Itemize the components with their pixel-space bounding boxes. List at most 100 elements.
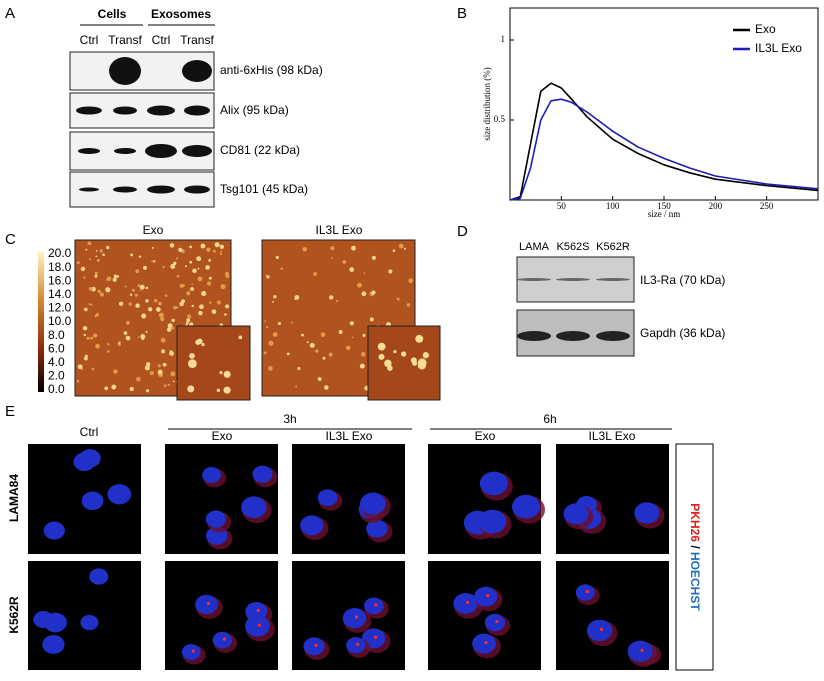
particle [84, 307, 88, 312]
particle [111, 384, 117, 390]
scale-label: 8.0 [48, 328, 65, 342]
nucleus [346, 637, 366, 654]
scale-label: 10.0 [48, 314, 72, 328]
particle [272, 332, 278, 337]
nucleus [478, 509, 507, 534]
x-tick-label: 100 [606, 201, 620, 211]
column-title: Exo [212, 429, 233, 443]
particle [161, 349, 166, 354]
blot-label: Alix (95 kDa) [220, 103, 289, 117]
lane-label: Ctrl [152, 33, 171, 47]
particle [95, 343, 101, 349]
nucleus [366, 519, 388, 538]
particle [145, 299, 149, 303]
scale-label: 16.0 [48, 273, 72, 287]
particle [188, 360, 196, 368]
particle [199, 304, 204, 310]
particle [160, 337, 166, 343]
particle [173, 305, 177, 310]
particle [157, 369, 163, 375]
particle [338, 330, 343, 334]
particle [197, 276, 203, 282]
particle [170, 264, 176, 269]
panel-label: A [5, 5, 15, 22]
particle [88, 286, 93, 291]
particle [200, 243, 206, 249]
nucleus [73, 452, 96, 472]
scale-label: 14.0 [48, 287, 72, 301]
particle [76, 261, 80, 265]
particle [356, 282, 362, 288]
particle [105, 287, 111, 293]
color-bar [38, 252, 44, 392]
particle [422, 352, 429, 359]
particle [181, 283, 185, 288]
particle [324, 385, 329, 390]
nucleus [563, 503, 589, 525]
red-dot [222, 637, 227, 641]
afm-images: 20.0 nm18.016.014.012.010.08.06.04.02.00… [38, 239, 441, 401]
particle [220, 250, 223, 253]
particle [129, 293, 133, 296]
particle [169, 350, 172, 353]
lane-label: Ctrl [80, 33, 99, 47]
particle [87, 241, 92, 246]
particle [170, 326, 175, 330]
particle [147, 307, 153, 312]
band [109, 57, 141, 85]
particle [94, 271, 98, 276]
particle [349, 321, 354, 326]
lane-label: K562R [596, 241, 630, 253]
particle [187, 385, 195, 393]
particle [212, 249, 216, 253]
particle [95, 255, 98, 258]
red-dot [465, 600, 470, 605]
red-dot [495, 619, 499, 624]
nucleus [360, 492, 386, 515]
particle [378, 353, 385, 360]
particle [187, 314, 192, 319]
particle [176, 257, 179, 260]
column-title: IL3L Exo [326, 429, 373, 443]
particle [406, 303, 411, 307]
band [76, 106, 102, 115]
particle [158, 301, 162, 306]
stain-box [675, 443, 714, 671]
particle [377, 342, 386, 351]
particle [83, 333, 87, 337]
particle [83, 276, 86, 279]
particle [93, 333, 98, 338]
particle [125, 320, 130, 325]
particle [104, 386, 109, 391]
particle [91, 367, 95, 371]
particle [211, 309, 217, 315]
particle [80, 266, 86, 272]
particle [171, 318, 175, 323]
particle [163, 384, 167, 388]
y-axis-label: size distribution (%) [482, 67, 492, 141]
particle [181, 299, 185, 304]
nucleus [300, 515, 324, 536]
particle [162, 266, 165, 269]
particle [96, 250, 98, 252]
particle [238, 335, 243, 340]
band [114, 148, 136, 154]
particle [401, 351, 407, 357]
particle [295, 385, 298, 388]
scale-label: 12.0 [48, 301, 72, 315]
lane-label: Transf [180, 33, 214, 47]
series-line [509, 82, 819, 201]
nucleus [512, 494, 541, 519]
blot-label: anti-6xHis (98 kDa) [220, 63, 323, 77]
western-blots [516, 256, 635, 357]
column-title: Ctrl [80, 425, 99, 439]
particle [99, 292, 104, 297]
particle [408, 278, 414, 284]
particle [268, 340, 274, 346]
particle [191, 304, 194, 308]
particle [94, 274, 98, 278]
particle [266, 275, 270, 279]
particle [225, 271, 229, 276]
nucleus [245, 615, 270, 637]
particle [190, 287, 194, 291]
